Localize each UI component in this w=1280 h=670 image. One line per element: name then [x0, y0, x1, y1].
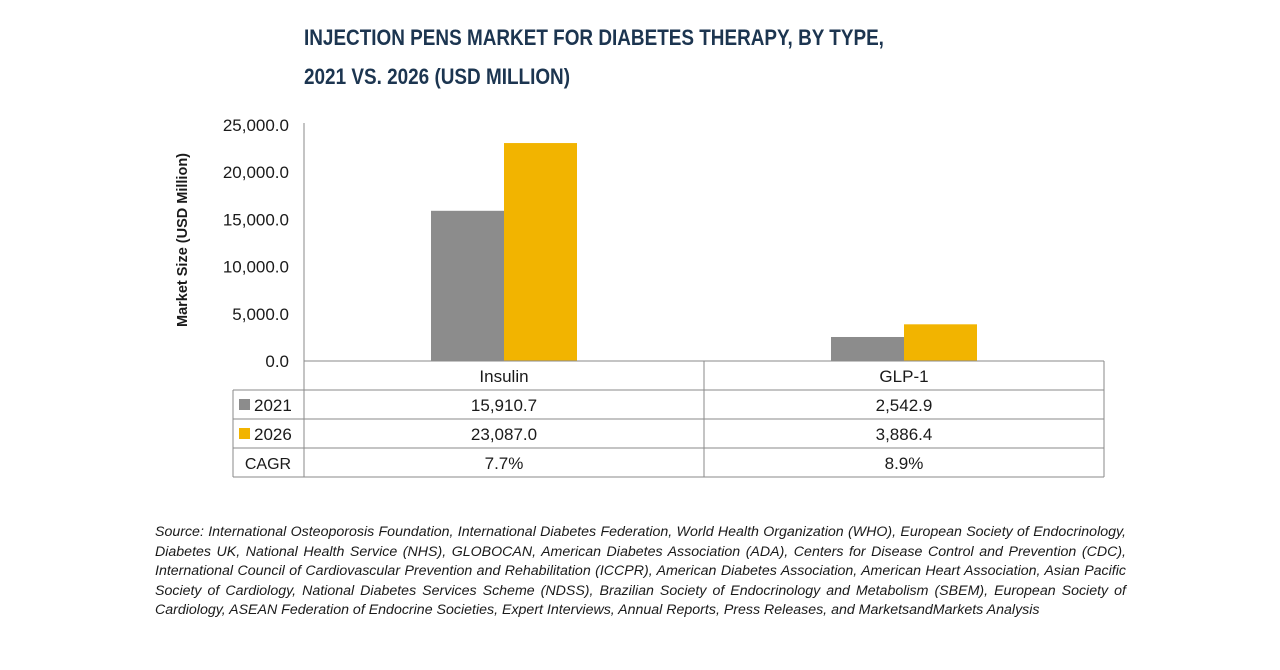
chart-title-line-1: INJECTION PENS MARKET FOR DIABETES THERA…	[304, 25, 884, 50]
y-tick-label: 25,000.0	[223, 116, 289, 135]
x-category-label: Insulin	[479, 367, 528, 386]
y-tick-label: 15,000.0	[223, 210, 289, 229]
legend-swatch-2026	[239, 428, 250, 439]
legend-label-2021: 2021	[254, 396, 292, 415]
y-axis-title: Market Size (USD Million)	[175, 153, 191, 327]
legend-label-2026: 2026	[254, 425, 292, 444]
y-tick-label: 5,000.0	[232, 305, 289, 324]
data-label: 15,910.7	[471, 396, 537, 415]
bar-insulin-2026	[504, 143, 577, 361]
table-row-label-cagr: CAGR	[245, 456, 291, 473]
data-label: 3,886.4	[876, 425, 933, 444]
y-tick-label: 20,000.0	[223, 163, 289, 182]
chart-title: INJECTION PENS MARKET FOR DIABETES THERA…	[304, 18, 884, 96]
source-note: Source: International Osteoporosis Found…	[155, 524, 1126, 618]
chart-title-line-2: 2021 VS. 2026 (USD MILLION)	[304, 64, 571, 89]
bar-glp-1-2021	[831, 336, 904, 361]
cagr-value: 8.9%	[885, 454, 924, 473]
bar-glp-1-2026	[904, 324, 977, 361]
bar-insulin-2021	[431, 210, 504, 361]
cagr-value: 7.7%	[485, 454, 524, 473]
y-tick-label: 10,000.0	[223, 258, 289, 277]
legend-swatch-2021	[239, 399, 250, 410]
x-category-label: GLP-1	[879, 367, 928, 386]
bar-chart: 0.0 5,000.0 10,000.0 15,000.0 20,000.0 25,000…	[175, 116, 1105, 478]
data-label: 23,087.0	[471, 425, 537, 444]
data-label: 2,542.9	[876, 396, 933, 415]
y-tick-label: 0.0	[265, 352, 289, 371]
